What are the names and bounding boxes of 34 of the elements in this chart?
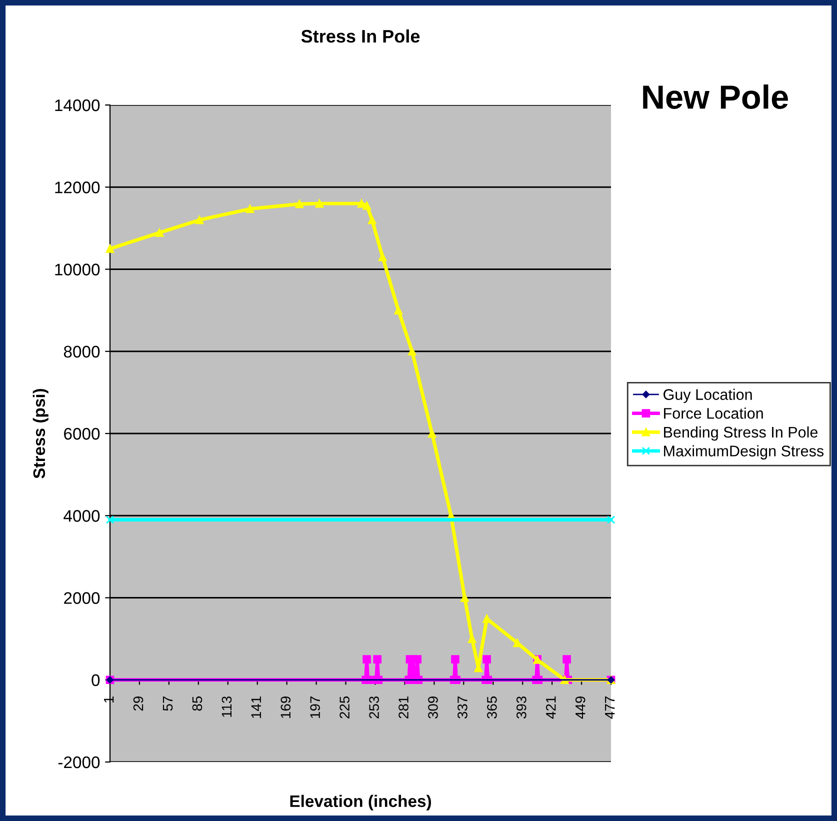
x-tick-label: 29 xyxy=(133,696,144,711)
chart-title: Stress In Pole xyxy=(301,29,420,43)
x-tick-label: 113 xyxy=(222,696,232,717)
text: New Pole xyxy=(643,84,788,109)
x-axis-title: Elevation (inches) xyxy=(290,794,431,810)
x-tick-label: 225 xyxy=(340,696,350,718)
x-tick-label: 281 xyxy=(398,696,408,718)
x-tick-label: 253 xyxy=(369,696,379,718)
x-tick-label: 365 xyxy=(487,696,497,718)
y-tick-label: 12000 xyxy=(55,182,100,194)
y-tick-label: 2000 xyxy=(64,592,100,604)
y-axis-title: Stress (psi) xyxy=(32,388,48,478)
y-tick-label: 10000 xyxy=(55,264,100,276)
legend-label: Bending Stress In Pole xyxy=(664,426,818,441)
x-tick-label: 421 xyxy=(546,696,556,719)
x-tick-label: 57 xyxy=(162,696,173,711)
y-tick-label: 6000 xyxy=(64,428,100,440)
y-tick-label: 14000 xyxy=(55,99,100,112)
x-tick-label: 477 xyxy=(605,696,615,719)
x-tick-label: 169 xyxy=(280,696,291,718)
y-tick-label: 8000 xyxy=(64,346,100,358)
x-tick-label: 393 xyxy=(516,696,526,718)
x-tick-label: 197 xyxy=(310,696,320,718)
x-tick-label: 337 xyxy=(458,696,468,718)
x-tick-label: 309 xyxy=(428,696,438,718)
legend-label: Guy Location xyxy=(664,388,752,403)
x-tick-label: 449 xyxy=(575,696,586,719)
y-tick-label: 4000 xyxy=(64,510,100,522)
legend-label: MaximumDesign Stress xyxy=(664,445,824,460)
y-tick-label: -2000 xyxy=(58,756,100,768)
legend-label: Force Location xyxy=(664,408,763,419)
x-tick-label: 85 xyxy=(192,696,202,711)
x-tick-label: 141 xyxy=(251,696,261,718)
y-tick-label: 0 xyxy=(92,674,100,686)
